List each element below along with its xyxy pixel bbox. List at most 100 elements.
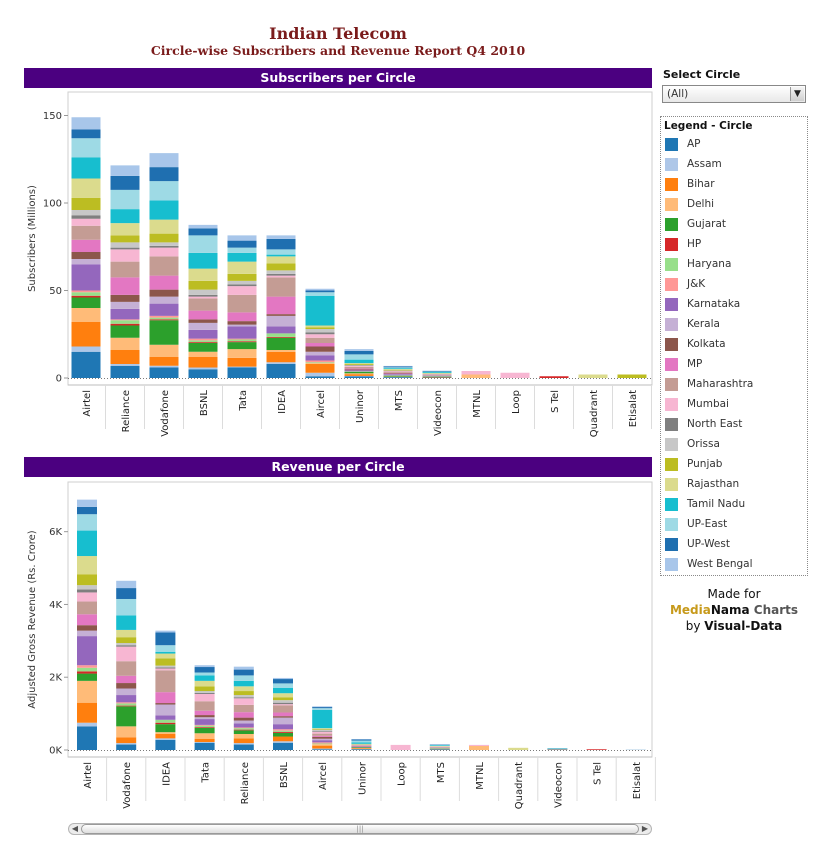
revenue-bar-segment — [312, 740, 333, 743]
subscribers-bar-segment — [227, 252, 257, 262]
revenue-bar-segment — [116, 645, 137, 647]
subscribers-bar-segment — [149, 317, 179, 320]
subscribers-bar-segment — [383, 369, 413, 371]
subscribers-bar-segment — [110, 320, 140, 324]
revenue-bar-segment — [77, 726, 97, 750]
subscribers-bar-segment — [110, 364, 140, 366]
revenue-bar-segment — [77, 514, 97, 531]
subscribers-bar-segment — [188, 319, 218, 323]
revenue-bar-segment — [312, 706, 333, 708]
subscribers-bar-segment — [149, 242, 179, 246]
subscribers-bar-segment — [305, 327, 335, 329]
revenue-bar-segment — [508, 747, 529, 750]
revenue-bar-segment — [116, 629, 137, 638]
revenue-x-tick-label: MTS — [436, 762, 447, 783]
subscribers-bar-segment — [266, 235, 296, 239]
revenue-bar-segment — [351, 739, 372, 741]
subscribers-bar-segment — [461, 371, 491, 375]
revenue-bar-segment — [312, 744, 333, 746]
subscribers-x-tick-label: Uninor — [355, 389, 366, 423]
subscribers-bar-segment — [305, 325, 335, 328]
legend-label: West Bengal — [687, 558, 753, 570]
subscribers-bar-segment — [227, 339, 257, 342]
revenue-bar-segment — [116, 661, 137, 676]
subscribers-y-tick-label: 0 — [56, 374, 62, 385]
subscribers-bar-segment — [227, 235, 257, 241]
subscribers-bar-segment — [227, 261, 257, 274]
revenue-bar-segment — [194, 691, 215, 693]
revenue-bar-segment — [312, 742, 333, 744]
subscribers-bar-segment — [266, 254, 296, 257]
subscribers-bar-segment — [71, 295, 101, 298]
legend-label: UP-West — [687, 538, 730, 550]
subscribers-bar-segment — [110, 323, 140, 326]
subscribers-bar-segment — [266, 326, 296, 334]
subscribers-bar-segment — [227, 324, 257, 327]
subscribers-bar-segment — [422, 371, 452, 373]
revenue-bar-segment — [312, 736, 333, 739]
legend-label: Delhi — [687, 198, 715, 210]
subscribers-bar-segment — [266, 337, 296, 350]
subscribers-bar-segment — [188, 369, 218, 378]
select-circle-label: Select Circle — [663, 68, 741, 81]
subscribers-bar-segment — [227, 312, 257, 322]
subscribers-bar-segment — [110, 325, 140, 338]
legend-label: Orissa — [687, 438, 720, 450]
subscribers-x-tick-label: Etisalat — [628, 390, 639, 427]
subscribers-x-tick-label: S Tel — [550, 390, 561, 413]
legend-swatch — [665, 458, 678, 471]
revenue-bar-segment — [469, 745, 489, 750]
revenue-bar-segment — [194, 727, 215, 734]
revenue-bar-segment — [116, 646, 137, 662]
subscribers-bar-segment — [305, 362, 335, 364]
subscribers-bar-segment — [383, 372, 413, 373]
credit-brand-media: Media — [669, 603, 711, 617]
subscribers-y-tick-label: 100 — [43, 199, 62, 210]
subscribers-bar-segment — [188, 294, 218, 297]
revenue-bar-segment — [233, 728, 254, 730]
subscribers-x-tick-label: MTNL — [472, 390, 483, 418]
subscribers-bar-segment — [227, 349, 257, 358]
revenue-bar-segment — [116, 702, 137, 704]
subscribers-bar-segment — [149, 357, 179, 366]
subscribers-bar-segment — [71, 178, 101, 198]
revenue-bar-segment — [233, 704, 254, 713]
subscribers-bar-segment — [110, 319, 140, 321]
subscribers-bar-segment — [71, 292, 101, 296]
revenue-bar-segment — [194, 692, 215, 694]
subscribers-bar-segment — [227, 357, 257, 367]
revenue-bar-segment — [194, 672, 215, 676]
legend-swatch — [665, 418, 678, 431]
revenue-bar-segment — [194, 715, 215, 718]
revenue-x-tick-label: Reliance — [240, 762, 251, 804]
subscribers-bar-segment — [266, 275, 296, 278]
subscribers-bar-segment — [188, 357, 218, 368]
subscribers-bar-segment — [305, 364, 335, 373]
scroll-left-icon[interactable]: ◀ — [71, 824, 79, 833]
subscribers-y-tick-label: 50 — [49, 286, 62, 297]
revenue-bar-segment — [116, 637, 137, 644]
subscribers-bar-segment — [149, 303, 179, 316]
scroll-right-icon[interactable]: ▶ — [641, 824, 649, 833]
revenue-bar-segment — [194, 717, 215, 720]
revenue-bar-segment — [77, 614, 97, 626]
revenue-bar-segment — [312, 708, 333, 710]
subscribers-bar-segment — [422, 377, 452, 378]
subscribers-bar-segment — [227, 284, 257, 287]
circle-select[interactable]: (All) ▼ — [662, 85, 806, 103]
horizontal-scrollbar[interactable]: ◀ ||| ▶ — [68, 823, 652, 835]
revenue-bar-segment — [351, 745, 372, 746]
revenue-bar-segment — [351, 747, 372, 748]
subscribers-bar-segment — [227, 367, 257, 378]
chevron-down-icon[interactable]: ▼ — [790, 87, 804, 101]
subscribers-bar-segment — [266, 270, 296, 274]
subscribers-bar-segment — [71, 218, 101, 226]
scrollbar-thumb[interactable]: ||| — [81, 824, 639, 834]
revenue-bar-segment — [273, 716, 293, 718]
subscribers-bar-segment — [305, 372, 335, 377]
subscribers-bar-segment — [149, 219, 179, 234]
subscribers-bar-segment — [149, 319, 179, 321]
revenue-bar-segment — [194, 665, 215, 668]
revenue-x-tick-label: Quadrant — [514, 762, 525, 809]
subscribers-bar-segment — [188, 338, 218, 341]
